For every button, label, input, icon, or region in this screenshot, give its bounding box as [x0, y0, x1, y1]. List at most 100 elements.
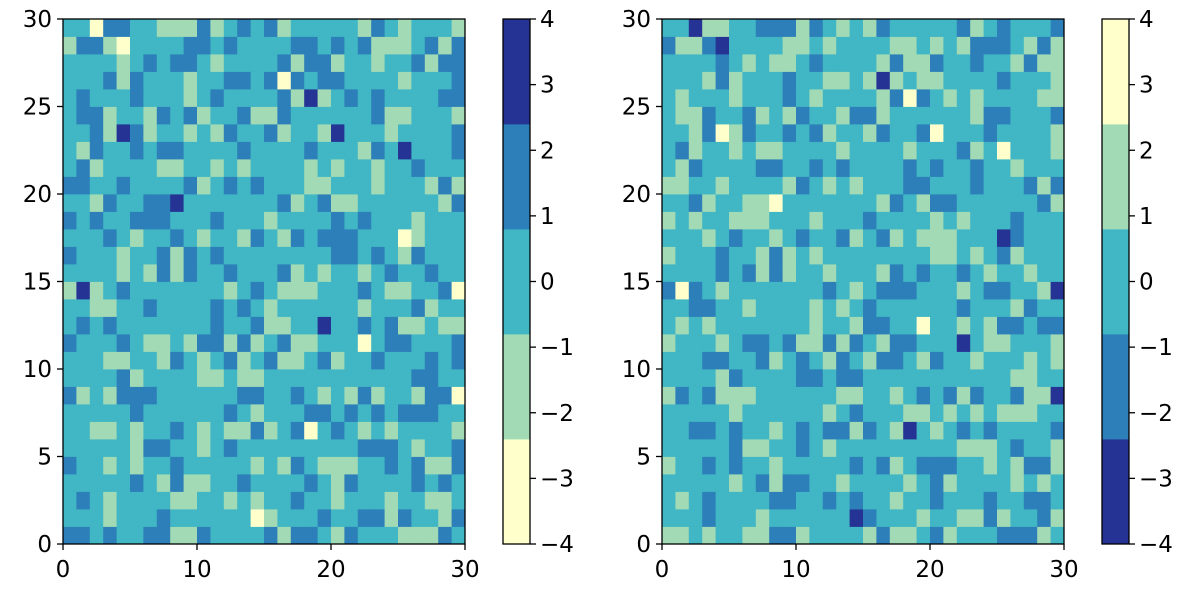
heatmap-cell — [344, 176, 359, 195]
heatmap-cell — [769, 159, 783, 177]
heatmap-cell — [889, 211, 904, 230]
heatmap-cell — [357, 246, 372, 265]
heatmap-cell — [424, 456, 439, 475]
heatmap-cell — [729, 141, 743, 160]
heatmap-cell — [1023, 176, 1038, 195]
heatmap-cell — [1050, 474, 1065, 492]
heatmap-cell — [331, 141, 345, 160]
heatmap-cell — [250, 19, 265, 37]
heatmap-cell — [183, 404, 198, 422]
heatmap-cell — [103, 246, 117, 265]
heatmap-cell — [156, 316, 171, 335]
heatmap-cell — [371, 89, 385, 107]
heatmap-cell — [156, 89, 171, 107]
heatmap-cell — [796, 229, 810, 247]
heatmap-cell — [742, 316, 757, 335]
heatmap-cell — [438, 54, 452, 72]
heatmap-cell — [76, 106, 91, 125]
heatmap-cell — [903, 299, 917, 317]
heatmap-cell — [943, 281, 958, 300]
heatmap-cell — [63, 316, 77, 335]
heatmap-cell — [903, 491, 917, 510]
heatmap-cell — [796, 194, 810, 212]
heatmap-cell — [210, 229, 225, 247]
heatmap-cell — [742, 421, 757, 440]
heatmap-cell — [264, 404, 278, 422]
heatmap-cell — [411, 246, 426, 265]
heatmap-cell — [836, 526, 850, 545]
heatmap-cell — [344, 281, 359, 300]
heatmap-cell — [371, 491, 385, 510]
heatmap-cell — [143, 106, 158, 125]
heatmap-cell — [317, 194, 332, 212]
heatmap-cell — [997, 526, 1011, 545]
heatmap-cell — [1023, 299, 1038, 317]
heatmap-cell — [89, 334, 104, 352]
heatmap-cell — [662, 246, 676, 265]
heatmap-cell — [63, 54, 77, 72]
heatmap-cell — [729, 176, 743, 195]
heatmap-cell — [411, 106, 426, 125]
heatmap-cell — [384, 404, 399, 422]
heatmap-cell — [970, 491, 984, 510]
heatmap-cell — [170, 124, 184, 142]
heatmap-cell — [1050, 526, 1065, 545]
heatmap-cell — [76, 89, 91, 107]
heatmap-cell — [290, 491, 305, 510]
heatmap-cell — [903, 386, 917, 405]
heatmap-cell — [451, 89, 466, 107]
heatmap-cell — [371, 369, 385, 387]
colorbar-tick-label: 4 — [1139, 7, 1154, 33]
colorbar-segment — [503, 334, 530, 440]
heatmap-cell — [384, 351, 399, 370]
heatmap-cell — [223, 474, 238, 492]
heatmap-cell — [702, 106, 716, 125]
heatmap-cell — [143, 71, 158, 90]
heatmap-cell — [130, 281, 144, 300]
heatmap-cell — [411, 526, 426, 545]
heatmap-cell — [264, 246, 278, 265]
heatmap-cell — [863, 509, 877, 527]
heatmap-cell — [250, 106, 265, 125]
heatmap-cell — [983, 439, 998, 457]
heatmap-cell — [250, 159, 265, 177]
heatmap-cell — [903, 124, 917, 142]
heatmap-cell — [675, 421, 690, 440]
heatmap-cell — [357, 194, 372, 212]
heatmap-cell — [170, 54, 184, 72]
heatmap-cell — [1010, 71, 1025, 90]
colorbar-segment — [503, 439, 530, 545]
heatmap-cell — [143, 54, 158, 72]
heatmap-cell — [943, 316, 958, 335]
heatmap-cell — [943, 159, 958, 177]
heatmap-cell — [903, 159, 917, 177]
heatmap-cell — [715, 281, 730, 300]
heatmap-cell — [384, 439, 399, 457]
heatmap-cell — [956, 36, 971, 55]
heatmap-cell — [729, 474, 743, 492]
heatmap-cell — [331, 439, 345, 457]
heatmap-cell — [197, 421, 211, 440]
heatmap-cell — [130, 421, 144, 440]
heatmap-cell — [997, 386, 1011, 405]
heatmap-cell — [384, 421, 399, 440]
heatmap-cell — [662, 299, 676, 317]
heatmap-cell — [290, 474, 305, 492]
heatmap-cell — [331, 456, 345, 475]
heatmap-cell — [1050, 106, 1065, 125]
heatmap-cell — [702, 71, 716, 90]
colorbar-segment — [503, 124, 530, 230]
heatmap-cell — [943, 124, 958, 142]
heatmap-cell — [183, 281, 198, 300]
heatmap-cell — [130, 246, 144, 265]
heatmap-cell — [76, 264, 91, 282]
heatmap-cell — [1023, 141, 1038, 160]
heatmap-cell — [371, 246, 385, 265]
heatmap-cell — [304, 211, 318, 230]
heatmap-cell — [983, 386, 998, 405]
heatmap-cell — [103, 369, 117, 387]
heatmap-cell — [317, 334, 332, 352]
heatmap-cell — [970, 351, 984, 370]
heatmap-cell — [344, 421, 359, 440]
heatmap-cell — [210, 526, 225, 545]
